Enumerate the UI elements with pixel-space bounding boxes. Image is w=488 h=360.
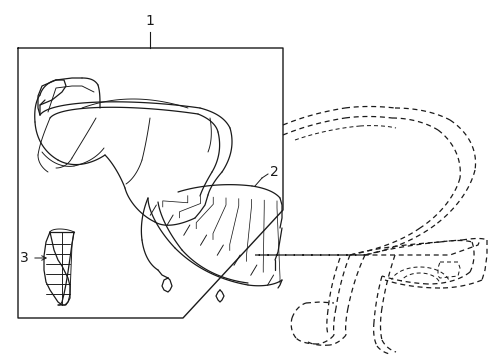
Text: 3: 3 [20,251,29,265]
Text: 1: 1 [145,14,154,28]
Text: 2: 2 [269,165,278,179]
